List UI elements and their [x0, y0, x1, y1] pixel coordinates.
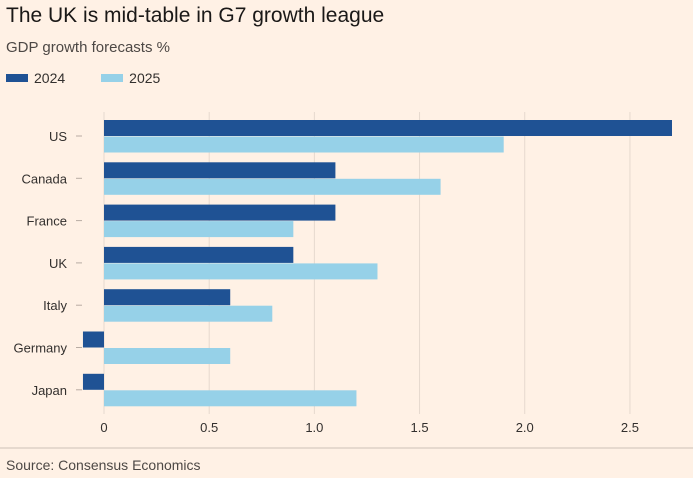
bar-france-2024	[104, 204, 336, 221]
bar-us-2025	[104, 136, 504, 153]
bar-canada-2024	[104, 162, 336, 179]
bar-france-2025	[104, 221, 294, 238]
chart-title: The UK is mid-table in G7 growth league	[6, 4, 385, 27]
bar-germany-2025	[104, 348, 231, 364]
source-note: Source: Consensus Economics	[6, 457, 201, 473]
legend-swatch-2025	[101, 74, 124, 82]
bar-italy-2025	[104, 305, 273, 322]
y-label-us: US	[49, 129, 67, 144]
bar-japan-2024	[82, 373, 104, 390]
bar-germany-2024	[82, 331, 104, 348]
bar-japan-2025	[104, 390, 357, 407]
y-label-italy: Italy	[43, 298, 67, 313]
legend: 2024 2025	[6, 70, 196, 86]
y-label-germany: Germany	[14, 341, 68, 356]
x-tick-label-0: 0	[100, 420, 107, 435]
y-label-canada: Canada	[21, 171, 67, 186]
bar-us-2024	[104, 120, 672, 136]
x-tick-label-1.0: 1.0	[305, 420, 323, 435]
y-label-uk: UK	[49, 256, 67, 271]
x-tick-label-1.5: 1.5	[411, 420, 429, 435]
legend-swatch-2024	[6, 74, 28, 82]
x-tick-label-0.5: 0.5	[200, 420, 218, 435]
bar-uk-2025	[104, 263, 378, 280]
x-tick-label-2.0: 2.0	[516, 420, 534, 435]
x-tick-label-2.5: 2.5	[621, 420, 639, 435]
bar-uk-2024	[104, 246, 294, 263]
legend-label-2024: 2024	[34, 70, 66, 86]
y-label-france: France	[27, 214, 67, 229]
y-label-japan: Japan	[32, 383, 67, 398]
legend-item-2024: 2024	[6, 70, 65, 86]
bar-italy-2024	[104, 289, 231, 306]
legend-label-2025: 2025	[129, 70, 161, 86]
bar-canada-2025	[104, 178, 441, 195]
chart-subtitle: GDP growth forecasts %	[6, 39, 170, 56]
legend-item-2025: 2025	[101, 70, 160, 86]
